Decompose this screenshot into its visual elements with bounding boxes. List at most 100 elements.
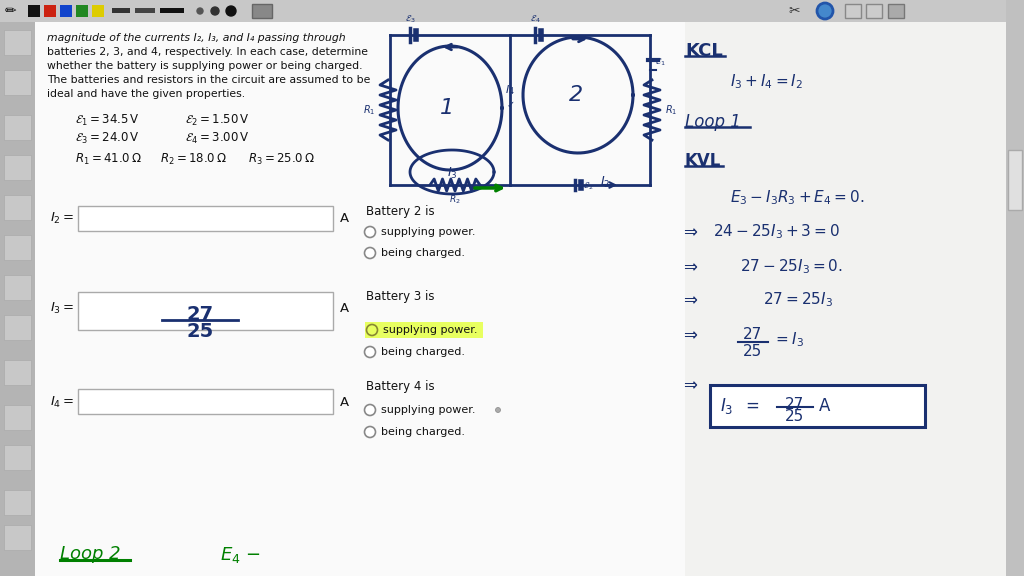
Bar [44,5,56,17]
Text: 27: 27 [785,397,805,412]
Text: $\mathcal{E}_1 = 34.5\,\mathrm{V}$: $\mathcal{E}_1 = 34.5\,\mathrm{V}$ [75,113,139,128]
Text: $R_2$: $R_2$ [450,193,461,206]
Text: magnitude of the currents I₂, I₃, and I₄ passing through: magnitude of the currents I₂, I₃, and I₄… [47,33,346,43]
Bar [4,405,31,430]
Text: =: = [745,397,759,415]
Text: supplying power.: supplying power. [381,405,475,415]
Text: $27 - 25I_3 = 0.$: $27 - 25I_3 = 0.$ [740,257,843,276]
Text: Battery 4 is: Battery 4 is [366,380,434,393]
Text: supplying power.: supplying power. [381,227,475,237]
Text: $E_3 - I_3 R_3 + E_4 = 0.$: $E_3 - I_3 R_3 + E_4 = 0.$ [730,188,864,207]
Circle shape [496,407,501,412]
Text: ideal and have the given properties.: ideal and have the given properties. [47,89,245,99]
Bar [866,4,882,18]
Bar [35,22,685,576]
Text: The batteries and resistors in the circuit are assumed to be: The batteries and resistors in the circu… [47,75,371,85]
Text: whether the battery is supplying power or being charged.: whether the battery is supplying power o… [47,61,362,71]
Text: $I_3 =$: $I_3 =$ [50,301,75,316]
Bar [252,4,272,18]
Bar [845,4,861,18]
Text: $\mathcal{E}_1$: $\mathcal{E}_1$ [655,56,666,68]
Text: A: A [340,211,349,225]
Text: $\Rightarrow$: $\Rightarrow$ [680,375,698,393]
Bar [28,5,40,17]
Text: being charged.: being charged. [381,347,465,357]
Text: $I_4 =$: $I_4 =$ [50,395,75,410]
Circle shape [365,226,376,237]
Bar [92,5,104,17]
Text: $I_3$: $I_3$ [720,396,733,416]
Bar [4,315,31,340]
Text: Loop 2: Loop 2 [60,545,121,563]
Circle shape [367,324,378,335]
Text: Battery 3 is: Battery 3 is [366,290,434,303]
Text: 27: 27 [743,327,763,342]
Text: $R_3 = 25.0\,\Omega$: $R_3 = 25.0\,\Omega$ [248,152,314,167]
Bar [365,322,483,338]
Bar [4,195,31,220]
Text: Loop 1: Loop 1 [685,113,741,131]
Text: $= I_3$: $= I_3$ [773,331,804,350]
Bar [888,4,904,18]
Bar [4,445,31,470]
Text: A: A [340,396,349,408]
Text: $R_1 = 41.0\,\Omega$: $R_1 = 41.0\,\Omega$ [75,152,142,167]
Bar [1006,0,1024,576]
Text: $I_2 =$: $I_2 =$ [50,210,75,226]
Bar [4,360,31,385]
Text: $I_3 + I_4 = I_2$: $I_3 + I_4 = I_2$ [730,72,803,90]
Text: $I_4$: $I_4$ [505,83,515,97]
Text: $\mathcal{E}_4$: $\mathcal{E}_4$ [529,13,541,25]
Bar [78,389,333,414]
Bar [710,385,925,427]
Circle shape [197,8,203,14]
Bar [4,525,31,550]
Text: $R_1$: $R_1$ [665,103,678,117]
Bar [4,490,31,515]
Circle shape [211,7,219,15]
Text: 27: 27 [186,305,214,324]
Text: 25: 25 [186,322,214,341]
Bar [4,235,31,260]
Bar [112,8,130,13]
Circle shape [365,426,376,438]
Text: $E_4$ −: $E_4$ − [220,545,261,565]
Text: A: A [819,397,830,415]
Bar [76,5,88,17]
Bar [4,275,31,300]
Text: $I_2$: $I_2$ [600,175,610,190]
Text: 1: 1 [440,98,454,118]
Text: KVL: KVL [685,152,721,170]
Text: $\mathcal{E}_2$: $\mathcal{E}_2$ [583,180,594,192]
Text: supplying power.: supplying power. [383,325,477,335]
Bar [4,115,31,140]
Bar [1008,150,1022,210]
Text: $\checkmark$: $\checkmark$ [506,99,514,109]
Circle shape [365,248,376,259]
Text: $R_1$: $R_1$ [362,103,375,117]
Text: $\mathcal{E}_4 = 3.00\,\mathrm{V}$: $\mathcal{E}_4 = 3.00\,\mathrm{V}$ [185,131,250,146]
Bar [135,8,155,13]
Text: $\mathcal{E}_3$: $\mathcal{E}_3$ [404,13,416,25]
Text: A: A [340,301,349,314]
Text: being charged.: being charged. [381,427,465,437]
Bar [0,0,1024,22]
Text: 25: 25 [785,409,805,424]
Text: $R_2 = 18.0\,\Omega$: $R_2 = 18.0\,\Omega$ [160,152,227,167]
Text: $24 - 25I_3 + 3 = 0$: $24 - 25I_3 + 3 = 0$ [713,222,840,241]
Bar [4,30,31,55]
Text: batteries 2, 3, and 4, respectively. In each case, determine: batteries 2, 3, and 4, respectively. In … [47,47,368,57]
Bar [4,70,31,95]
Text: $I_3$: $I_3$ [446,165,458,180]
Bar [0,22,35,576]
Text: KCL: KCL [685,42,723,60]
Text: $\Rightarrow$: $\Rightarrow$ [680,257,698,275]
Text: 2: 2 [569,85,583,105]
Text: 25: 25 [743,344,763,359]
Text: $\mathcal{E}_2 = 1.50\,\mathrm{V}$: $\mathcal{E}_2 = 1.50\,\mathrm{V}$ [185,113,250,128]
Circle shape [365,347,376,358]
Bar [78,206,333,231]
Text: $\mathcal{E}_3 = 24.0\,\mathrm{V}$: $\mathcal{E}_3 = 24.0\,\mathrm{V}$ [75,131,139,146]
Text: $\Rightarrow$: $\Rightarrow$ [680,325,698,343]
Bar [4,155,31,180]
